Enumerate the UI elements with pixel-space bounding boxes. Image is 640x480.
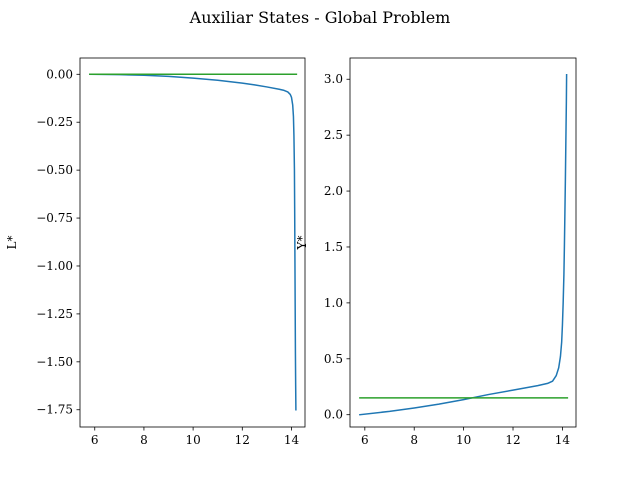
right-xtick-label: 6	[361, 433, 369, 447]
left-ytick-label: −0.75	[36, 211, 73, 225]
right-ytick-label: 3.0	[324, 72, 343, 86]
right-ytick-label: 0.5	[324, 352, 343, 366]
left-ytick-label: −1.50	[36, 355, 73, 369]
left-xtick-label: 12	[235, 433, 250, 447]
chart-suptitle: Auxiliar States - Global Problem	[189, 8, 451, 27]
left-series-blue-line	[89, 73, 297, 411]
left-ytick-label: −0.50	[36, 163, 73, 177]
left-ytick-label: −0.25	[36, 115, 73, 129]
right-ytick-label: 0.0	[324, 408, 343, 422]
left-axes-frame	[79, 57, 306, 428]
left-xtick-label: 8	[140, 433, 148, 447]
right-ytick-label: 2.0	[324, 184, 343, 198]
left-ytick-label: −1.00	[36, 259, 73, 273]
right-subplot: 6 8 10 12 14 0.0 0.5 1.0 1.5 2.0 2.5 3.0 Y*	[295, 57, 577, 447]
right-series-blue-line	[359, 74, 568, 416]
right-ytick-label: 1.5	[324, 240, 343, 254]
left-subplot: 6 8 10 12 14 0.00 −0.25 −0.50 −0.75 −1.00 −1.25 −1.…	[5, 57, 306, 447]
right-axes-frame	[349, 57, 577, 428]
left-ytick-label: −1.25	[36, 307, 73, 321]
right-ytick-label: 1.0	[324, 296, 343, 310]
right-xtick-label: 8	[410, 433, 418, 447]
left-xtick-label: 14	[284, 433, 300, 447]
right-xtick-label: 12	[505, 433, 520, 447]
left-ytick-label: 0.00	[46, 67, 73, 81]
right-xtick-label: 10	[456, 433, 471, 447]
left-ylabel: L*	[5, 236, 19, 250]
right-ylabel: Y*	[295, 236, 309, 251]
left-xtick-label: 6	[91, 433, 99, 447]
left-ytick-label: −1.75	[36, 403, 73, 417]
right-ytick-label: 2.5	[324, 128, 343, 142]
right-xtick-label: 14	[555, 433, 571, 447]
left-xtick-label: 10	[185, 433, 200, 447]
